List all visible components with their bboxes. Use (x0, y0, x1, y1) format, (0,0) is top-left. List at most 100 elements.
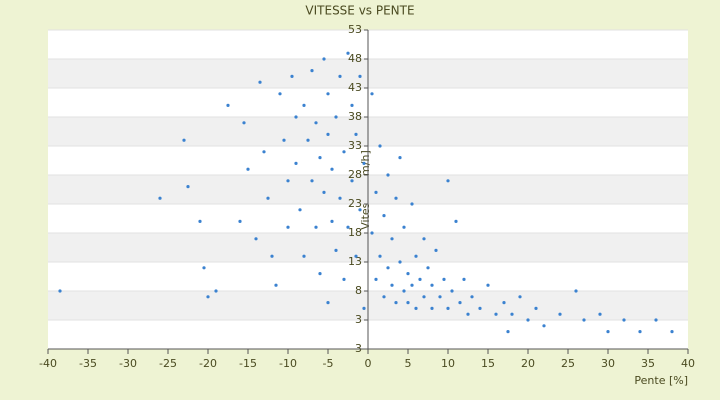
point (326, 92, 330, 96)
point (302, 254, 306, 258)
point (486, 283, 490, 287)
point (378, 144, 382, 148)
chart-title: VITESSE vs PENTE (305, 4, 414, 18)
point (418, 277, 422, 281)
point (558, 312, 562, 316)
x-tick-label: 30 (601, 357, 615, 370)
x-tick-label: -30 (119, 357, 137, 370)
point (322, 57, 326, 61)
point (446, 179, 450, 183)
point (286, 225, 290, 229)
point (386, 173, 390, 177)
point (534, 306, 538, 310)
point (298, 208, 302, 212)
point (410, 202, 414, 206)
point (342, 277, 346, 281)
point (290, 74, 294, 78)
point (574, 289, 578, 293)
point (470, 295, 474, 299)
point (358, 208, 362, 212)
point (334, 248, 338, 252)
point (446, 306, 450, 310)
y-tick-label: 33 (348, 139, 362, 152)
point (442, 277, 446, 281)
point (354, 254, 358, 258)
point (414, 306, 418, 310)
point (322, 190, 326, 194)
point (394, 301, 398, 305)
point (466, 312, 470, 316)
point (270, 254, 274, 258)
point (266, 196, 270, 200)
x-tick-label: -20 (199, 357, 217, 370)
point (58, 289, 62, 293)
point (370, 92, 374, 96)
point (622, 318, 626, 322)
point (258, 80, 262, 84)
y-tick-label: 53 (348, 23, 362, 36)
point (406, 301, 410, 305)
point (374, 190, 378, 194)
point (282, 138, 286, 142)
point (422, 237, 426, 241)
point (526, 318, 530, 322)
point (306, 138, 310, 142)
point (494, 312, 498, 316)
x-tick-label: 25 (561, 357, 575, 370)
point (450, 289, 454, 293)
x-tick-label: 10 (441, 357, 455, 370)
point (330, 219, 334, 223)
point (398, 260, 402, 264)
y-tick-label: 38 (348, 110, 362, 123)
point (350, 179, 354, 183)
point (278, 92, 282, 96)
point (294, 161, 298, 165)
point (370, 231, 374, 235)
point (606, 330, 610, 334)
point (326, 132, 330, 136)
x-tick-label: -5 (323, 357, 334, 370)
point (198, 219, 202, 223)
point (310, 179, 314, 183)
point (582, 318, 586, 322)
point (462, 277, 466, 281)
point (638, 330, 642, 334)
point (362, 306, 366, 310)
point (406, 272, 410, 276)
point (438, 295, 442, 299)
point (274, 283, 278, 287)
point (226, 103, 230, 107)
point (202, 266, 206, 270)
point (358, 74, 362, 78)
point (458, 301, 462, 305)
point (430, 283, 434, 287)
point (478, 306, 482, 310)
x-tick-label: 5 (405, 357, 412, 370)
point (318, 272, 322, 276)
point (334, 115, 338, 119)
point (374, 277, 378, 281)
point (542, 324, 546, 328)
y-tick-label: 13 (348, 255, 362, 268)
point (382, 214, 386, 218)
point (346, 225, 350, 229)
x-tick-label: -15 (239, 357, 257, 370)
x-tick-label: 0 (365, 357, 372, 370)
point (254, 237, 258, 241)
point (310, 69, 314, 73)
point (314, 121, 318, 125)
point (326, 301, 330, 305)
point (182, 138, 186, 142)
point (302, 103, 306, 107)
x-tick-label: 15 (481, 357, 495, 370)
y-tick-label: 23 (348, 197, 362, 210)
point (338, 196, 342, 200)
x-tick-label: -35 (79, 357, 97, 370)
point (318, 156, 322, 160)
point (410, 283, 414, 287)
y-tick-label: 43 (348, 81, 362, 94)
point (346, 51, 350, 55)
point (246, 167, 250, 171)
point (362, 161, 366, 165)
